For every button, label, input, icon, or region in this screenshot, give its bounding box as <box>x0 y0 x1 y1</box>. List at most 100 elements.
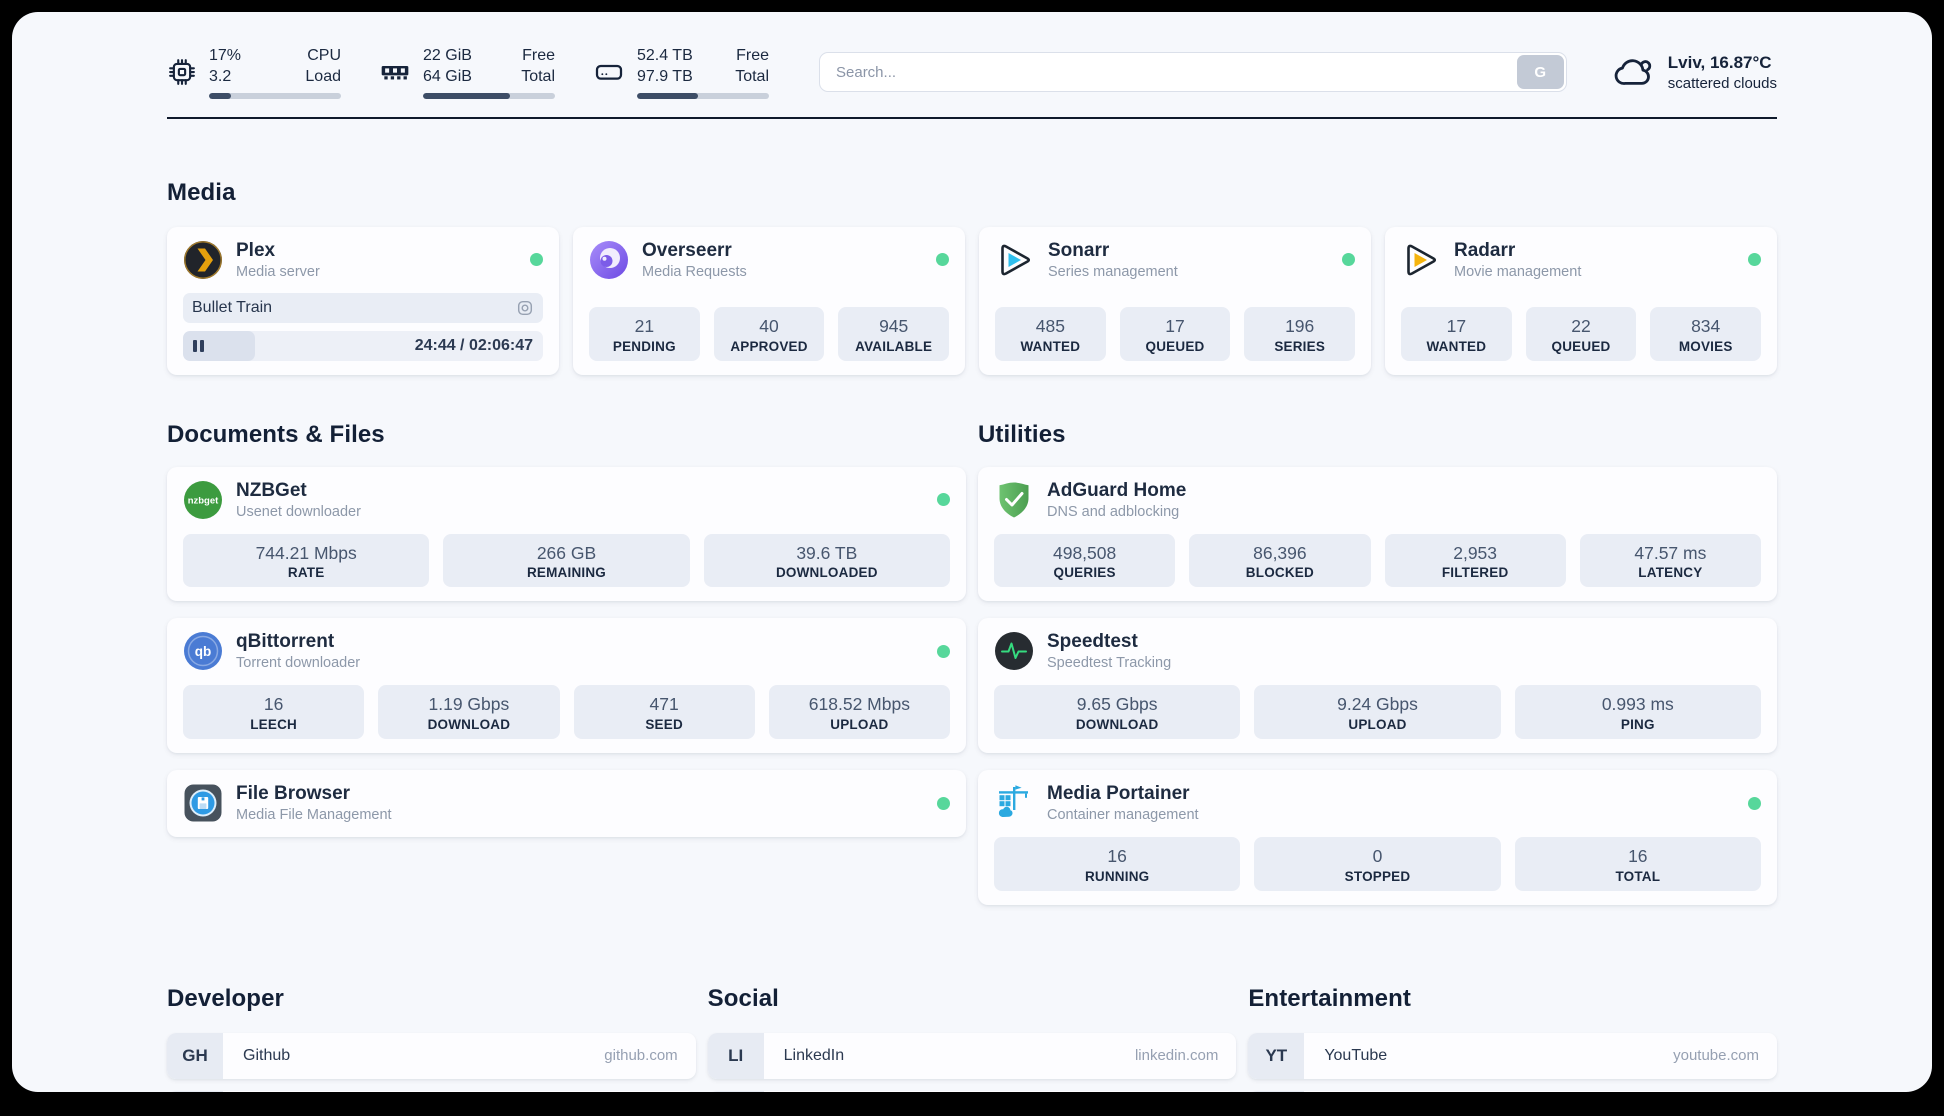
search-bar: G <box>819 52 1567 93</box>
portainer-card[interactable]: Media Portainer Container management 16 R… <box>978 770 1777 905</box>
disk-total-value: 97.9 TB <box>637 67 693 85</box>
app-subtitle: Container management <box>1047 807 1199 824</box>
cpu-load-value: 3.2 <box>209 67 232 85</box>
weather-widget[interactable]: Lviv, 16.87°C scattered clouds <box>1613 51 1777 93</box>
memory-total-label: Total <box>521 67 555 85</box>
speedtest-card[interactable]: Speedtest Speedtest Tracking 9.65 Gbps DO… <box>978 618 1777 754</box>
adguard-card[interactable]: AdGuard Home DNS and adblocking 498,508 Q… <box>978 466 1777 602</box>
stat-rate: 744.21 Mbps RATE <box>183 533 430 588</box>
stat-upload: 9.24 Gbps UPLOAD <box>1254 685 1501 740</box>
ram-icon <box>381 66 409 80</box>
app-title: qBittorrent <box>236 631 335 653</box>
app-subtitle: Speedtest Tracking <box>1047 655 1172 672</box>
media-section: Media Plex Media server B <box>167 179 1777 375</box>
documents-section-title: Documents & Files <box>167 420 385 448</box>
stat-pending: 21 PENDING <box>589 306 700 361</box>
app-title: Radarr <box>1454 239 1516 261</box>
app-title: Speedtest <box>1047 631 1138 653</box>
cloud-icon <box>1614 59 1651 86</box>
app-title: AdGuard Home <box>1047 479 1187 501</box>
utilities-section-title: Utilities <box>978 420 1066 448</box>
stat-latency: 47.57 ms LATENCY <box>1579 533 1761 588</box>
status-online-dot <box>937 796 950 810</box>
search-input[interactable] <box>819 52 1567 93</box>
pause-button[interactable] <box>193 339 204 352</box>
nzbget-card[interactable]: nzbget NZBGet Usenet downloader 744.21 M… <box>167 466 966 602</box>
cpu-progress-bar <box>209 92 341 99</box>
link-name: Github <box>243 1046 291 1064</box>
stat-filtered: 2,953 FILTERED <box>1384 533 1566 588</box>
disk-free-value: 52.4 TB <box>637 47 693 64</box>
plex-card[interactable]: Plex Media server Bullet Train <box>167 226 559 375</box>
link-prefix-badge: SO <box>167 1090 223 1092</box>
memory-free-label: Free <box>522 47 555 64</box>
app-title: Media Portainer <box>1047 783 1190 805</box>
link-linkedin[interactable]: LI LinkedIn linkedin.com <box>707 1032 1237 1079</box>
playback-progress-bar[interactable]: 24:44 / 02:06:47 <box>183 330 543 361</box>
search-engine-button[interactable]: G <box>1516 55 1564 90</box>
qbittorrent-icon: qb <box>184 632 222 671</box>
status-online-dot <box>1342 253 1355 267</box>
disk-total-label: Total <box>735 67 769 85</box>
status-online-dot <box>937 644 950 658</box>
stat-download: 9.65 Gbps DOWNLOAD <box>994 685 1241 740</box>
app-title: Sonarr <box>1048 239 1110 261</box>
app-subtitle: Movie management <box>1454 263 1582 280</box>
filebrowser-card[interactable]: File Browser Media File Management <box>167 770 966 838</box>
link-stackoverflow[interactable]: SO StackOverflow stackoverflow.com <box>167 1090 696 1092</box>
social-links-group: Social LI LinkedIn linkedin.com TW Twitt… <box>707 985 1237 1092</box>
link-github[interactable]: GH Github github.com <box>167 1032 696 1079</box>
stat-queued: 17 QUEUED <box>1119 306 1231 361</box>
link-name: LinkedIn <box>783 1046 845 1064</box>
overseerr-card[interactable]: Overseerr Media Requests 21 PENDING 40 APP… <box>573 226 965 375</box>
link-name: YouTube <box>1324 1046 1388 1064</box>
status-online-dot <box>936 253 949 267</box>
developer-section-title: Developer <box>167 984 284 1012</box>
cpu-metric: 17% 3.2 CPU Load <box>167 46 341 99</box>
stat-approved: 40 APPROVED <box>713 306 825 361</box>
qbittorrent-card[interactable]: qb qBittorrent Torrent downloader 16 LEEC… <box>167 618 966 754</box>
link-youtube[interactable]: YT YouTube youtube.com <box>1248 1032 1777 1079</box>
cpu-load-label: Load <box>305 67 341 85</box>
link-twitter[interactable]: TW Twitter twitter.com <box>707 1090 1237 1092</box>
link-netflix[interactable]: NF Netflix netflix.com <box>1248 1090 1777 1092</box>
app-subtitle: Usenet downloader <box>236 503 361 520</box>
stat-ping: 0.993 ms PING <box>1514 685 1761 740</box>
plex-icon <box>184 240 222 279</box>
entertainment-section-title: Entertainment <box>1248 984 1411 1012</box>
disk-free-label: Free <box>736 47 769 64</box>
now-playing-title: Bullet Train <box>192 298 273 316</box>
app-title: Plex <box>236 239 276 261</box>
developer-links-group: Developer GH Github github.com SO StackO… <box>167 985 696 1092</box>
playback-time: 24:44 / 02:06:47 <box>414 336 533 354</box>
disk-icon <box>595 65 623 81</box>
app-subtitle: Torrent downloader <box>236 655 361 672</box>
adguard-icon <box>999 482 1029 518</box>
top-bar: 17% 3.2 CPU Load <box>167 38 1777 99</box>
status-online-dot <box>1748 253 1761 267</box>
memory-free-value: 22 GiB <box>423 47 472 64</box>
weather-condition: scattered clouds <box>1667 74 1777 92</box>
app-subtitle: Media Requests <box>642 263 747 280</box>
svg-text:qb: qb <box>195 644 212 659</box>
stat-upload: 618.52 Mbps UPLOAD <box>768 685 950 740</box>
radarr-card[interactable]: Radarr Movie management 17 WANTED 22 QUEUE… <box>1385 226 1777 375</box>
now-playing-row: Bullet Train <box>183 292 543 323</box>
overseerr-icon <box>590 240 628 279</box>
link-url: youtube.com <box>1673 1047 1759 1065</box>
header-divider <box>167 116 1777 119</box>
link-prefix-badge: LI <box>707 1032 764 1079</box>
cpu-label: CPU <box>307 47 341 64</box>
now-playing-session-icon <box>516 299 534 317</box>
app-subtitle: Series management <box>1048 263 1178 280</box>
app-subtitle: DNS and adblocking <box>1047 503 1180 520</box>
stat-download: 1.19 Gbps DOWNLOAD <box>378 685 560 740</box>
documents-column: Documents & Files nzbget NZBGet Usenet d… <box>167 421 966 838</box>
link-prefix-badge: TW <box>707 1090 764 1092</box>
stat-available: 945 AVAILABLE <box>838 306 950 361</box>
portainer-icon <box>998 785 1028 818</box>
app-title: Overseerr <box>642 239 732 261</box>
sonarr-card[interactable]: Sonarr Series management 485 WANTED 17 QUE… <box>979 226 1371 375</box>
weather-location-temp: Lviv, 16.87°C <box>1667 52 1772 72</box>
media-section-title: Media <box>167 178 236 206</box>
